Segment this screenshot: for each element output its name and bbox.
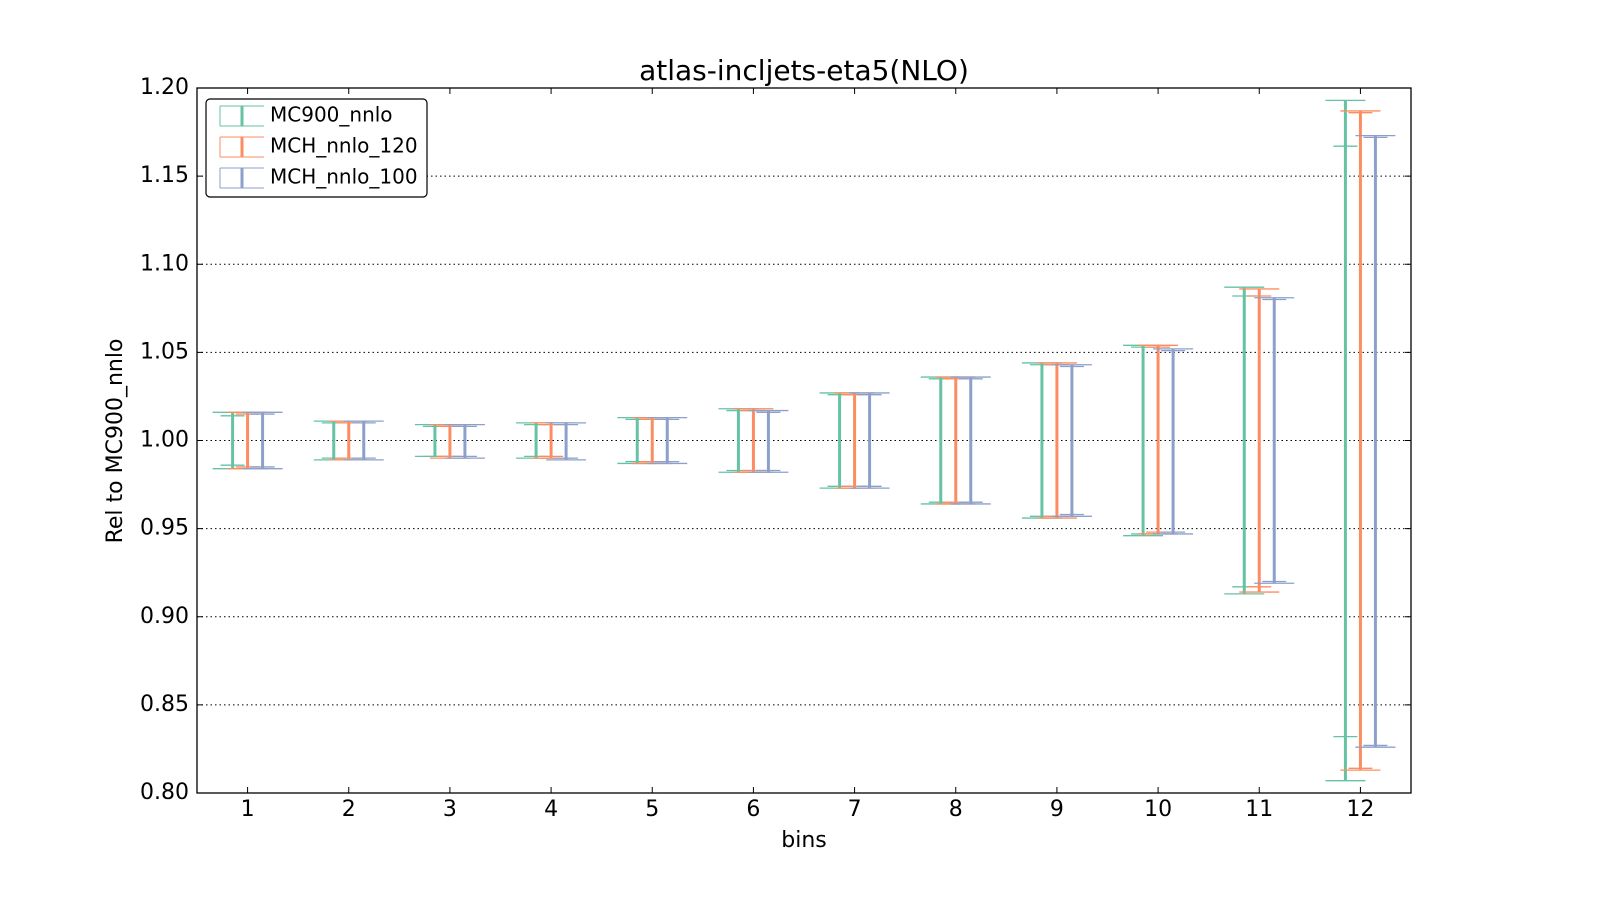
plot-frame: [196, 87, 1412, 794]
x-tick-label: 4: [544, 797, 558, 822]
chart-title: atlas-incljets-eta5(NLO): [639, 54, 969, 87]
y-tick-label: 1.15: [140, 163, 189, 188]
y-tick-label: 1.05: [140, 339, 189, 364]
y-tick-label: 1.00: [140, 428, 189, 453]
y-tick-label: 0.90: [140, 604, 189, 629]
y-tick-label: 0.95: [140, 516, 189, 541]
x-tick-label: 11: [1245, 797, 1273, 822]
x-tick-label: 9: [1050, 797, 1064, 822]
y-tick-label: 1.10: [140, 251, 189, 276]
y-axis-label: Rel to MC900_nnlo: [103, 339, 128, 544]
x-tick-label: 12: [1346, 797, 1374, 822]
y-tick-label: 0.80: [140, 780, 189, 805]
legend-label: MCH_nnlo_100: [270, 165, 418, 189]
x-tick-label: 1: [241, 797, 255, 822]
legend-box: [205, 98, 428, 198]
x-tick-label: 5: [645, 797, 659, 822]
x-tick-label: 10: [1144, 797, 1172, 822]
y-tick-label: 1.20: [140, 75, 189, 100]
x-tick-label: 7: [848, 797, 862, 822]
x-tick-label: 8: [949, 797, 963, 822]
y-tick-label: 0.85: [140, 692, 189, 717]
x-tick-label: 6: [746, 797, 760, 822]
x-axis-label: bins: [781, 828, 826, 853]
x-tick-label: 3: [443, 797, 457, 822]
legend-label: MCH_nnlo_120: [270, 134, 418, 158]
x-tick-label: 2: [342, 797, 356, 822]
legend-label: MC900_nnlo: [270, 103, 393, 127]
